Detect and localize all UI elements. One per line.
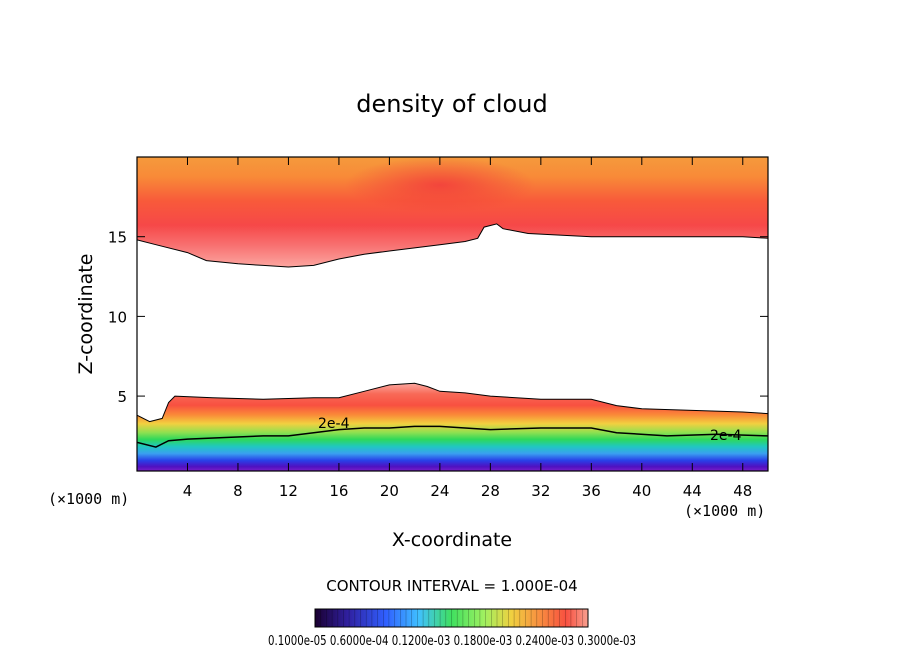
x-tick-label: 24 [430,482,449,500]
x-tick-label: 44 [683,482,702,500]
chart-title: density of cloud [356,90,547,118]
upper-cloud-contour [137,223,768,268]
contour-label-left: 2e-4 [318,416,350,432]
plot-frame [136,156,769,472]
lower-cloud-contour [137,382,768,423]
x-tick-label: 48 [733,482,752,500]
x-tick-label: 4 [183,482,193,500]
x-tick-label: 12 [279,482,298,500]
y-axis-label: Z-coordinate [75,254,97,375]
contour-label-right: 2e-4 [710,428,742,444]
x-tick-label: 16 [329,482,348,500]
contour-interval: CONTOUR INTERVAL = 1.000E-04 [326,577,577,595]
colorbar-divisions [320,609,583,627]
colorbar-labels: 0.1000e-05 0.6000e-04 0.1200e-03 0.1800e… [268,634,636,649]
x-axis-ticks: 4 8 12 16 20 24 28 32 36 40 44 48 [183,157,752,500]
y-tick-label: 15 [108,229,127,247]
y-tick-label: 10 [108,308,127,326]
contour-2e-4 [137,425,768,448]
y-tick-label: 5 [117,388,127,406]
y-axis-ticks: 5 10 15 [108,229,768,406]
x-tick-label: 20 [380,482,399,500]
x-tick-label: 32 [531,482,550,500]
x-tick-label: 40 [632,482,651,500]
x-unit-right: (×1000 m) [684,502,765,520]
x-axis-label: X-coordinate [392,529,512,551]
colorbar [314,608,589,628]
x-unit-left: (×1000 m) [48,490,129,508]
x-tick-label: 28 [481,482,500,500]
x-tick-label: 8 [233,482,243,500]
upper-cloud-core [345,157,535,213]
x-tick-label: 36 [582,482,601,500]
